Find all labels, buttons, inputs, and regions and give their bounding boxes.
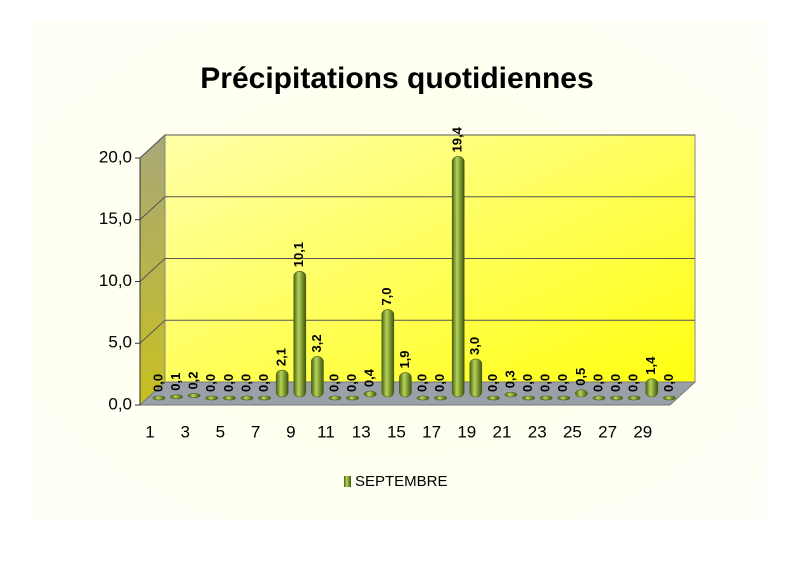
data-label: 2,1 bbox=[274, 348, 289, 366]
data-label: 0,0 bbox=[485, 374, 500, 392]
bar bbox=[258, 395, 271, 401]
x-tick-label: 27 bbox=[598, 422, 617, 441]
data-label: 19,4 bbox=[450, 126, 465, 152]
bar bbox=[381, 309, 395, 398]
bar bbox=[187, 393, 201, 398]
data-label: 0,0 bbox=[555, 374, 570, 392]
x-tick-label: 15 bbox=[387, 422, 406, 441]
bar bbox=[451, 156, 465, 398]
grid-line bbox=[139, 319, 166, 344]
y-tick-label: 10,0 bbox=[99, 271, 132, 290]
y-tick-label: 20,0 bbox=[99, 147, 132, 166]
y-tick-label: 15,0 bbox=[99, 209, 132, 228]
data-label: 0,0 bbox=[626, 374, 641, 392]
bar bbox=[487, 395, 500, 401]
legend: SEPTEMBRE bbox=[344, 473, 448, 490]
data-label: 10,1 bbox=[291, 242, 306, 267]
bar bbox=[522, 395, 535, 401]
bar bbox=[363, 390, 377, 398]
x-tick-label: 25 bbox=[563, 422, 582, 441]
data-label: 0,4 bbox=[362, 368, 377, 387]
data-label: 0,2 bbox=[186, 371, 201, 389]
bar bbox=[346, 395, 359, 401]
bar bbox=[434, 395, 447, 401]
bar bbox=[152, 395, 166, 401]
legend-label: SEPTEMBRE bbox=[355, 473, 448, 490]
data-label: 0,0 bbox=[520, 374, 535, 392]
data-label: 0,0 bbox=[256, 374, 271, 392]
data-label: 0,5 bbox=[573, 368, 588, 386]
bar bbox=[293, 270, 307, 398]
data-label: 0,0 bbox=[326, 374, 341, 392]
chart-title: Précipitations quotidiennes bbox=[200, 62, 593, 95]
data-label: 1,4 bbox=[643, 356, 658, 375]
data-label: 0,0 bbox=[150, 374, 165, 392]
bar bbox=[592, 395, 606, 401]
bar bbox=[328, 395, 342, 401]
data-label: 3,2 bbox=[309, 334, 324, 352]
data-label: 0,0 bbox=[608, 374, 623, 392]
data-label: 0,0 bbox=[344, 374, 359, 392]
bar bbox=[205, 395, 219, 401]
bar bbox=[663, 395, 676, 401]
data-label: 0,0 bbox=[414, 374, 429, 392]
bar bbox=[627, 395, 641, 401]
data-label: 0,0 bbox=[432, 374, 447, 392]
data-label: 0,0 bbox=[203, 374, 218, 392]
data-label: 0,0 bbox=[238, 374, 253, 392]
bar bbox=[539, 395, 553, 401]
legend-swatch bbox=[344, 476, 351, 487]
x-tick-label: 19 bbox=[457, 422, 476, 441]
bar bbox=[275, 369, 289, 398]
y-tick-label: 5,0 bbox=[108, 333, 132, 352]
grid-line bbox=[139, 196, 166, 221]
data-label: 0,1 bbox=[168, 373, 183, 391]
bar bbox=[223, 395, 236, 401]
bar bbox=[416, 395, 430, 401]
bar bbox=[504, 391, 518, 398]
x-tick-label: 3 bbox=[180, 422, 189, 441]
bar bbox=[575, 389, 588, 398]
y-tick-label: 0,0 bbox=[108, 394, 132, 413]
grid-line bbox=[139, 134, 166, 159]
data-label: 0,0 bbox=[590, 374, 605, 392]
bar bbox=[469, 358, 483, 398]
bar bbox=[557, 395, 571, 401]
x-tick-label: 17 bbox=[422, 422, 441, 441]
x-tick-label: 9 bbox=[286, 422, 295, 441]
x-tick-label: 7 bbox=[251, 422, 260, 441]
bar bbox=[311, 356, 324, 398]
x-tick-label: 11 bbox=[317, 422, 335, 441]
x-tick-label: 29 bbox=[633, 422, 652, 441]
data-label: 0,3 bbox=[502, 370, 517, 388]
data-label: 1,9 bbox=[397, 350, 412, 368]
grid-line bbox=[139, 258, 166, 282]
x-tick-label: 13 bbox=[352, 422, 371, 441]
x-tick-label: 1 bbox=[145, 422, 154, 441]
data-label: 0,0 bbox=[221, 374, 236, 392]
bar bbox=[610, 395, 623, 401]
x-tick-label: 5 bbox=[216, 422, 225, 441]
data-label: 7,0 bbox=[379, 287, 394, 305]
bar bbox=[170, 394, 183, 400]
bar bbox=[240, 395, 254, 401]
x-tick-label: 21 bbox=[493, 422, 512, 441]
data-label: 0,0 bbox=[661, 374, 676, 392]
x-tick-label: 23 bbox=[528, 422, 547, 441]
data-label: 0,0 bbox=[538, 374, 553, 392]
bar bbox=[645, 378, 659, 398]
bar bbox=[399, 372, 412, 398]
data-label: 3,0 bbox=[467, 337, 482, 355]
